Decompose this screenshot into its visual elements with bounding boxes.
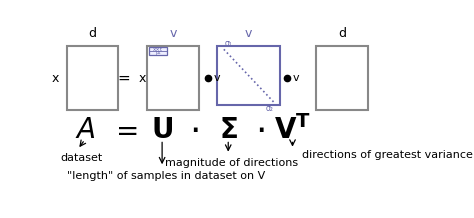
Text: $\cdot$: $\cdot$ <box>255 113 264 147</box>
Bar <box>316 46 368 110</box>
Bar <box>147 46 199 110</box>
Text: magnitude of directions: magnitude of directions <box>165 158 299 168</box>
Text: σ₂: σ₂ <box>265 104 273 113</box>
Text: x: x <box>138 72 146 85</box>
Text: v: v <box>169 27 177 40</box>
Text: "length" of samples in dataset on V: "length" of samples in dataset on V <box>67 170 265 181</box>
Text: x×t: x×t <box>153 48 163 53</box>
Text: $=$: $=$ <box>109 116 137 144</box>
Text: σ₁: σ₁ <box>225 39 233 48</box>
Text: p₁: p₁ <box>155 50 161 55</box>
Text: v: v <box>292 73 299 83</box>
Bar <box>149 47 167 55</box>
Text: =: = <box>117 71 130 86</box>
Text: d: d <box>88 27 96 40</box>
Text: x: x <box>52 72 59 85</box>
Bar <box>217 46 280 105</box>
Text: $\mathbf{V}^\mathbf{T}$: $\mathbf{V}^\mathbf{T}$ <box>274 115 311 145</box>
Bar <box>66 46 118 110</box>
Text: $\cdot$: $\cdot$ <box>189 113 198 147</box>
Text: dataset: dataset <box>60 153 102 163</box>
Text: d: d <box>338 27 346 40</box>
Text: $\mathbf{\Sigma}$: $\mathbf{\Sigma}$ <box>219 116 237 144</box>
Text: $\mathbf{U}$: $\mathbf{U}$ <box>151 116 173 144</box>
Text: $A$: $A$ <box>75 116 95 144</box>
Text: v: v <box>213 73 220 83</box>
Text: v: v <box>245 27 252 40</box>
Text: directions of greatest variance: directions of greatest variance <box>301 150 473 160</box>
